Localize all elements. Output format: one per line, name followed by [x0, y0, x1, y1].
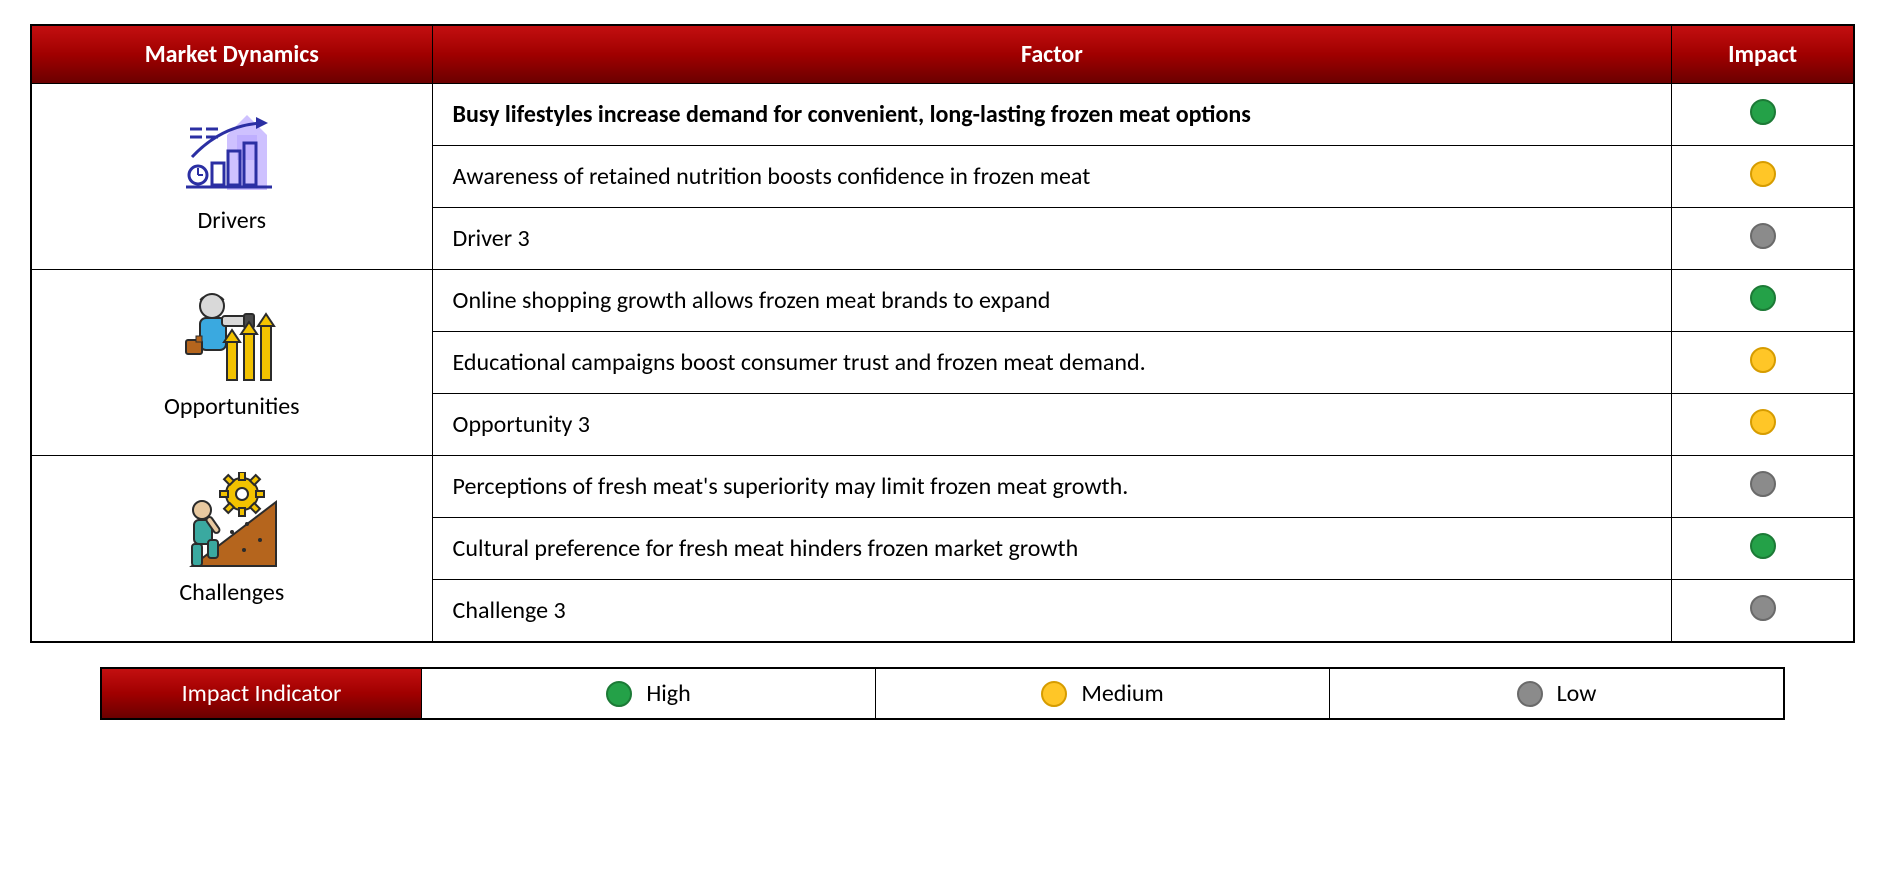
legend-item-high: High	[422, 669, 876, 718]
factor-cell: Awareness of retained nutrition boosts c…	[432, 146, 1672, 208]
factor-cell: Opportunity 3	[432, 394, 1672, 456]
table-header-row: Market Dynamics Factor Impact	[31, 25, 1854, 84]
category-label: Drivers	[40, 206, 424, 235]
factor-cell: Driver 3	[432, 208, 1672, 270]
impact-cell	[1672, 580, 1854, 643]
factor-cell: Cultural preference for fresh meat hinde…	[432, 518, 1672, 580]
impact-dot-medium-icon	[1750, 347, 1776, 373]
impact-dot-low-icon	[1750, 595, 1776, 621]
category-cell-challenges: Challenges	[31, 456, 432, 643]
header-impact: Impact	[1672, 25, 1854, 84]
factor-cell: Challenge 3	[432, 580, 1672, 643]
market-dynamics-table: Market Dynamics Factor Impact	[30, 24, 1855, 643]
impact-cell	[1672, 208, 1854, 270]
header-market-dynamics: Market Dynamics	[31, 25, 432, 84]
legend-label: High	[646, 679, 690, 708]
impact-dot-high-icon	[606, 681, 632, 707]
impact-dot-medium-icon	[1750, 409, 1776, 435]
header-factor: Factor	[432, 25, 1672, 84]
impact-cell	[1672, 518, 1854, 580]
table-row: Drivers Busy lifestyles increase demand …	[31, 84, 1854, 146]
impact-cell	[1672, 146, 1854, 208]
impact-dot-low-icon	[1750, 471, 1776, 497]
impact-legend: Impact Indicator High Medium Low	[100, 667, 1785, 720]
table-row: Opportunities Online shopping growth all…	[31, 270, 1854, 332]
factor-cell: Perceptions of fresh meat's superiority …	[432, 456, 1672, 518]
impact-dot-high-icon	[1750, 285, 1776, 311]
factor-cell: Educational campaigns boost consumer tru…	[432, 332, 1672, 394]
impact-dot-high-icon	[1750, 99, 1776, 125]
impact-cell	[1672, 270, 1854, 332]
legend-label: Medium	[1081, 679, 1163, 708]
legend-title: Impact Indicator	[102, 669, 422, 718]
impact-cell	[1672, 332, 1854, 394]
table-row: Challenges Perceptions of fresh meat's s…	[31, 456, 1854, 518]
category-label: Challenges	[40, 578, 424, 607]
opportunities-icon	[40, 286, 424, 386]
drivers-icon	[40, 100, 424, 200]
legend-item-medium: Medium	[876, 669, 1330, 718]
category-cell-opportunities: Opportunities	[31, 270, 432, 456]
category-cell-drivers: Drivers	[31, 84, 432, 270]
category-label: Opportunities	[40, 392, 424, 421]
impact-dot-medium-icon	[1750, 161, 1776, 187]
impact-dot-low-icon	[1750, 223, 1776, 249]
impact-cell	[1672, 394, 1854, 456]
impact-dot-medium-icon	[1041, 681, 1067, 707]
impact-dot-low-icon	[1517, 681, 1543, 707]
impact-cell	[1672, 84, 1854, 146]
legend-item-low: Low	[1330, 669, 1783, 718]
legend-label: Low	[1557, 679, 1597, 708]
challenges-icon	[40, 472, 424, 572]
factor-cell: Busy lifestyles increase demand for conv…	[432, 84, 1672, 146]
impact-cell	[1672, 456, 1854, 518]
impact-dot-high-icon	[1750, 533, 1776, 559]
factor-cell: Online shopping growth allows frozen mea…	[432, 270, 1672, 332]
